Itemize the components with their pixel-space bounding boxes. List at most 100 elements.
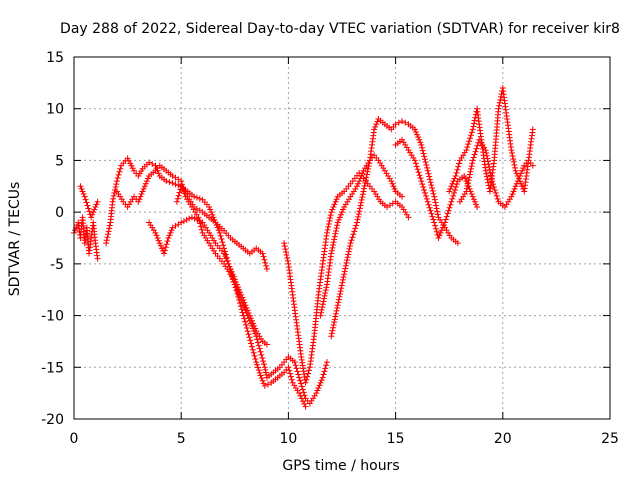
- y-axis-label: SDTVAR / TECUs: [7, 182, 23, 297]
- data-point: [346, 242, 353, 249]
- data-point: [421, 156, 428, 163]
- data-point: [427, 207, 434, 214]
- data-point: [353, 222, 360, 229]
- data-point: [363, 171, 370, 178]
- data-point: [452, 186, 459, 193]
- axis-ticks: [73, 56, 611, 420]
- data-point: [188, 214, 195, 221]
- data-point: [411, 157, 418, 164]
- data-point: [411, 126, 418, 133]
- data-point: [339, 279, 346, 286]
- data-point: [495, 105, 502, 112]
- data-point: [323, 362, 330, 369]
- data-point: [399, 118, 406, 125]
- data-point: [483, 149, 490, 156]
- data-point: [314, 387, 321, 394]
- data-point: [153, 232, 160, 239]
- data-point: [429, 187, 436, 194]
- data-point: [220, 242, 227, 249]
- data-point: [362, 177, 369, 184]
- data-point: [85, 205, 92, 212]
- data-point: [247, 315, 254, 322]
- data-point: [337, 211, 344, 218]
- data-point: [374, 118, 381, 125]
- data-point: [466, 174, 473, 181]
- data-point: [300, 389, 307, 396]
- data-point: [518, 170, 525, 177]
- data-point: [196, 218, 203, 225]
- data-point: [452, 184, 459, 191]
- data-point: [292, 362, 299, 369]
- data-point: [263, 262, 270, 269]
- data-point: [450, 178, 457, 185]
- data-point: [424, 164, 431, 171]
- data-point: [254, 364, 261, 371]
- data-point: [405, 214, 412, 221]
- data-point: [356, 205, 363, 212]
- data-point: [348, 237, 355, 244]
- data-point: [146, 159, 153, 166]
- data-point: [92, 203, 99, 210]
- data-point: [508, 147, 515, 154]
- data-point: [294, 368, 301, 375]
- y-tick-label: 15: [46, 50, 64, 66]
- data-point: [441, 219, 448, 226]
- data-point: [484, 158, 491, 165]
- data-point: [373, 121, 380, 128]
- data-point: [416, 172, 423, 179]
- data-point: [106, 222, 113, 229]
- data-point: [318, 309, 325, 316]
- data-point: [434, 208, 441, 215]
- data-point: [431, 193, 438, 200]
- data-point: [432, 199, 439, 206]
- data-point: [251, 322, 258, 329]
- data-point: [302, 379, 309, 386]
- data-point: [516, 172, 523, 179]
- data-point: [183, 216, 190, 223]
- data-point: [218, 236, 225, 243]
- data-point: [325, 223, 332, 230]
- data-point: [341, 268, 348, 275]
- data-point: [318, 306, 325, 313]
- data-point: [468, 163, 475, 170]
- data-point: [442, 216, 449, 223]
- data-point: [258, 375, 265, 382]
- data-point: [313, 390, 320, 397]
- data-point: [492, 189, 499, 196]
- data-point: [508, 193, 515, 200]
- data-point: [426, 176, 433, 183]
- data-point: [197, 223, 204, 230]
- data-point: [256, 345, 263, 352]
- data-point: [321, 292, 328, 299]
- data-point: [161, 250, 168, 257]
- data-point: [326, 218, 333, 225]
- data-point: [489, 181, 496, 188]
- data-point: [321, 295, 328, 302]
- data-point: [464, 182, 471, 189]
- data-point: [482, 167, 489, 174]
- data-series: [456, 136, 536, 210]
- data-point: [509, 152, 516, 159]
- data-series: [173, 183, 309, 410]
- data-point: [330, 203, 337, 210]
- data-point: [391, 185, 398, 192]
- data-point: [245, 331, 252, 338]
- data-point: [494, 195, 501, 202]
- data-point: [331, 233, 338, 240]
- data-point: [433, 205, 440, 212]
- data-point: [221, 250, 228, 257]
- data-point: [281, 243, 288, 250]
- data-point: [255, 342, 262, 349]
- data-point: [235, 293, 242, 300]
- data-point: [295, 371, 302, 378]
- data-point: [162, 244, 169, 251]
- x-tick-label: 10: [279, 431, 297, 447]
- data-point: [110, 192, 117, 199]
- data-point: [110, 195, 117, 202]
- data-point: [355, 213, 362, 220]
- data-point: [487, 169, 494, 176]
- data-point: [437, 229, 444, 236]
- data-point: [140, 185, 147, 192]
- data-point: [254, 336, 261, 343]
